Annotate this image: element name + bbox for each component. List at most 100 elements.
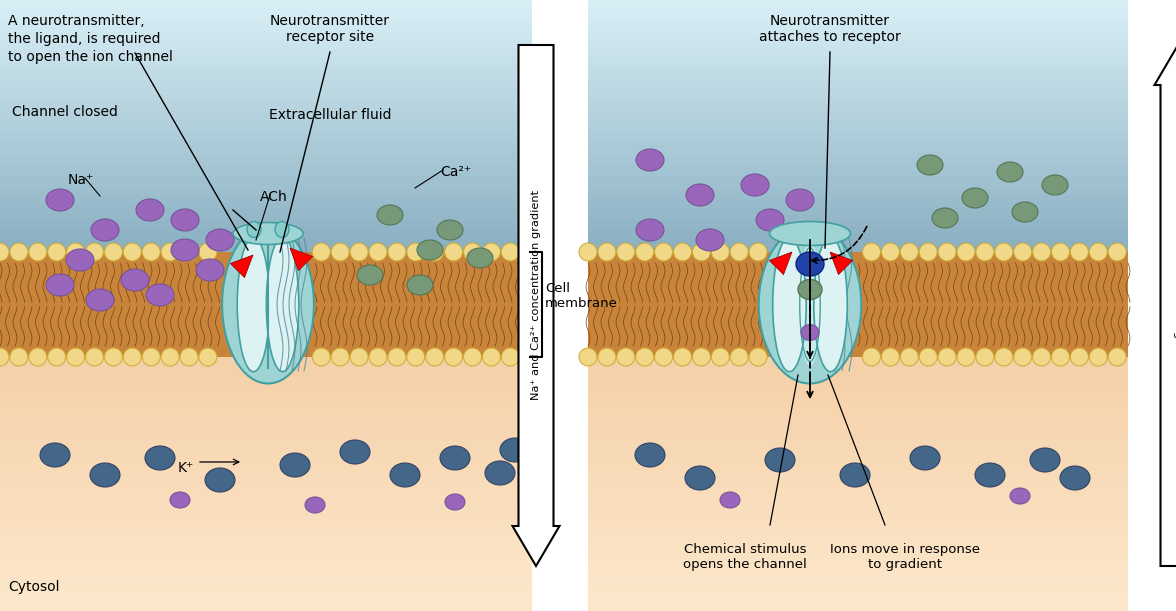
Bar [0, 19, 532, 25]
Circle shape [180, 348, 198, 366]
Circle shape [597, 243, 616, 261]
Bar [588, 491, 1128, 497]
Ellipse shape [91, 463, 120, 487]
Bar [0, 50, 532, 57]
Bar [588, 233, 1128, 240]
Text: A neurotransmitter,: A neurotransmitter, [8, 14, 145, 28]
Bar [0, 76, 532, 82]
Bar [0, 177, 532, 183]
Ellipse shape [801, 324, 818, 340]
Ellipse shape [40, 443, 71, 467]
Ellipse shape [377, 205, 403, 225]
Circle shape [48, 243, 66, 261]
Ellipse shape [171, 492, 191, 508]
Text: Cytosol: Cytosol [8, 580, 60, 594]
Bar [588, 376, 1128, 382]
Ellipse shape [800, 243, 821, 366]
Circle shape [86, 348, 103, 366]
Circle shape [142, 243, 160, 261]
Bar [588, 95, 1128, 101]
Bar [0, 535, 532, 541]
Circle shape [938, 348, 956, 366]
Text: Na⁺ and Ca²⁺ concentration gradient: Na⁺ and Ca²⁺ concentration gradient [532, 190, 541, 400]
Circle shape [881, 348, 900, 366]
Ellipse shape [910, 446, 940, 470]
Bar [0, 541, 532, 547]
Circle shape [28, 348, 47, 366]
Bar [588, 13, 1128, 19]
Ellipse shape [222, 225, 314, 384]
Ellipse shape [280, 453, 310, 477]
Circle shape [1070, 348, 1089, 366]
Circle shape [350, 243, 368, 261]
Circle shape [67, 348, 85, 366]
Bar [0, 395, 532, 401]
Ellipse shape [636, 219, 664, 241]
Circle shape [369, 243, 387, 261]
Bar [0, 126, 532, 133]
Bar [0, 439, 532, 446]
Circle shape [199, 348, 216, 366]
Circle shape [48, 348, 66, 366]
Circle shape [28, 243, 47, 261]
Circle shape [901, 243, 918, 261]
Ellipse shape [799, 279, 822, 299]
Ellipse shape [485, 461, 515, 485]
Ellipse shape [171, 209, 199, 231]
Bar [588, 598, 1128, 605]
Ellipse shape [720, 492, 740, 508]
Bar [588, 408, 1128, 414]
Bar [588, 57, 1128, 63]
Bar [588, 107, 1128, 114]
Ellipse shape [759, 225, 861, 384]
Bar [588, 471, 1128, 478]
Circle shape [711, 348, 729, 366]
Circle shape [862, 348, 881, 366]
Polygon shape [230, 255, 253, 277]
Bar [0, 57, 532, 63]
Bar [0, 196, 532, 202]
Ellipse shape [500, 438, 530, 462]
Bar [588, 547, 1128, 554]
Ellipse shape [247, 222, 261, 238]
Bar [588, 82, 1128, 88]
Bar [588, 164, 1128, 170]
Circle shape [332, 243, 349, 261]
Circle shape [957, 348, 975, 366]
Circle shape [920, 243, 937, 261]
Circle shape [463, 243, 481, 261]
FancyArrow shape [513, 45, 560, 566]
Circle shape [655, 348, 673, 366]
Polygon shape [290, 248, 313, 271]
Bar [588, 389, 1128, 395]
Circle shape [1051, 348, 1069, 366]
Bar [588, 101, 1128, 107]
Bar [588, 227, 1128, 233]
Ellipse shape [171, 239, 199, 261]
Ellipse shape [933, 208, 958, 228]
Bar [0, 471, 532, 478]
Bar [588, 605, 1128, 611]
Circle shape [426, 243, 443, 261]
Circle shape [976, 243, 994, 261]
Circle shape [520, 348, 539, 366]
Circle shape [142, 348, 160, 366]
Bar [0, 364, 532, 370]
Bar [0, 605, 532, 611]
Bar [588, 452, 1128, 459]
Ellipse shape [445, 494, 465, 510]
Circle shape [123, 348, 141, 366]
Circle shape [199, 243, 216, 261]
Bar [588, 535, 1128, 541]
Bar [588, 357, 1128, 364]
Circle shape [161, 348, 179, 366]
Circle shape [520, 243, 539, 261]
Bar [0, 401, 532, 408]
Circle shape [388, 243, 406, 261]
Ellipse shape [121, 269, 149, 291]
Bar [588, 189, 1128, 196]
Circle shape [9, 348, 28, 366]
Circle shape [1070, 243, 1089, 261]
Bar [0, 491, 532, 497]
Circle shape [995, 348, 1013, 366]
